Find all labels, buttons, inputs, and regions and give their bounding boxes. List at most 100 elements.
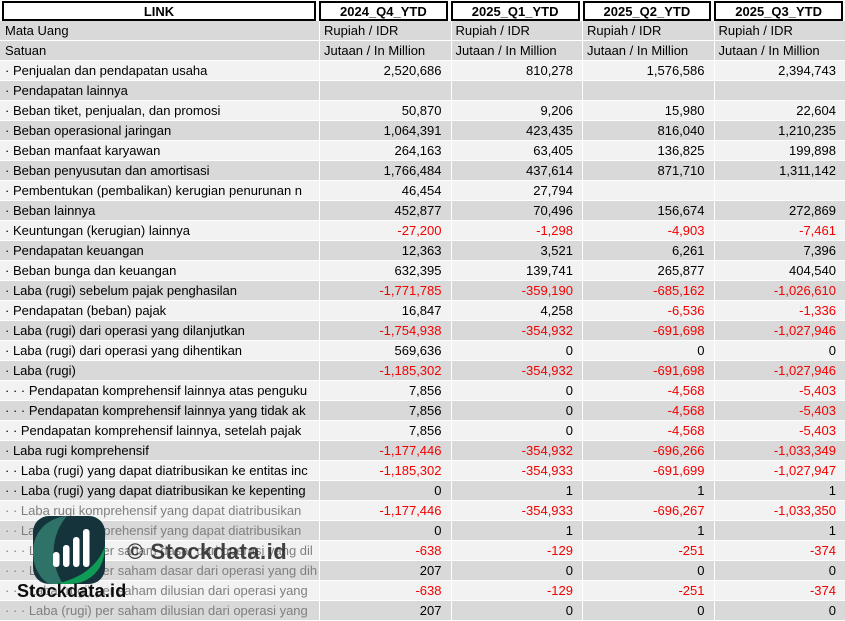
- header-col-2025_q1_ytd[interactable]: 2025_Q1_YTD: [450, 1, 580, 21]
- row-label: · Laba rugi komprehensif: [0, 441, 320, 460]
- header-col-2025_q2_ytd[interactable]: 2025_Q2_YTD: [582, 1, 712, 21]
- cell-value: Jutaan / In Million: [583, 41, 715, 60]
- table-row: · · · Laba (rugi) per saham dilusian dar…: [0, 601, 845, 621]
- cell-value: 27,794: [452, 181, 583, 200]
- table-body: Mata Uang Rupiah / IDR Rupiah / IDR Rupiah …: [0, 21, 845, 621]
- table-row: · Beban operasional jaringan 1,064,391 423…: [0, 121, 845, 141]
- cell-value: 452,877: [320, 201, 452, 220]
- cell-value: 404,540: [789, 263, 836, 278]
- cell-value: 2,520,686: [320, 61, 452, 80]
- table-row: · Pembentukan (pembalikan) kerugian penu…: [0, 181, 845, 201]
- cell-value: 46,454: [320, 181, 452, 200]
- cell-value: -1,185,302: [320, 361, 452, 380]
- cell-value: 2,394,743: [778, 63, 836, 78]
- cell-value: 0: [320, 481, 452, 500]
- row-label: · Laba (rugi): [0, 361, 320, 380]
- row-label: · Pendapatan lainnya: [0, 81, 320, 100]
- cell-value: 0: [452, 561, 583, 580]
- row-label: · Laba (rugi) dari operasi yang dilanjut…: [0, 321, 320, 340]
- table-row: · Pendapatan keuangan 12,363 3,521 6,261 7,3…: [0, 241, 845, 261]
- cell-value: -1,033,350: [773, 503, 836, 518]
- table-row: · Keuntungan (kerugian) lainnya -27,200 -1…: [0, 221, 845, 241]
- cell-value: 0: [452, 421, 583, 440]
- cell-value: 1: [452, 521, 583, 540]
- cell-value: -359,190: [452, 281, 583, 300]
- cell-value: 7,396: [803, 243, 836, 258]
- header-col-2024_q4_ytd[interactable]: 2024_Q4_YTD: [319, 1, 448, 21]
- cell-value: -638: [320, 581, 452, 600]
- cell-value: Jutaan / In Million: [320, 41, 452, 60]
- cell-value: 1,766,484: [320, 161, 452, 180]
- cell-value: -354,933: [452, 501, 583, 520]
- row-label: · Beban penyusutan dan amortisasi: [0, 161, 320, 180]
- cell-value: 50,870: [320, 101, 452, 120]
- row-label: · Beban operasional jaringan: [0, 121, 320, 140]
- cell-value: 0: [828, 563, 836, 578]
- row-label: · Beban manfaat karyawan: [0, 141, 320, 160]
- cell-value: -1,177,446: [320, 441, 452, 460]
- cell-value: -1,185,302: [320, 461, 452, 480]
- cell-value: -1,336: [799, 303, 836, 318]
- cell-value: -4,568: [583, 421, 715, 440]
- cell-value: -354,932: [452, 321, 583, 340]
- cell-value: 423,435: [452, 121, 583, 140]
- cell-value: -1,026,610: [773, 283, 836, 298]
- row-label: · Beban tiket, penjualan, dan promosi: [0, 101, 320, 120]
- cell-value: 207: [320, 601, 452, 620]
- cell-value: [715, 181, 845, 200]
- cell-value: -129: [452, 541, 583, 560]
- cell-value: 156,674: [583, 201, 715, 220]
- cell-value: 0: [583, 341, 715, 360]
- cell-value: 199,898: [789, 143, 836, 158]
- row-label: · Laba (rugi) sebelum pajak penghasilan: [0, 281, 320, 300]
- table-row: · · · Pendapatan komprehensif lainnya ya…: [0, 401, 845, 421]
- row-label: · · · Pendapatan komprehensif lainnya at…: [0, 381, 320, 400]
- cell-value: 7,856: [320, 401, 452, 420]
- cell-value: 1: [583, 481, 715, 500]
- row-label: · · · Laba (rugi) per saham dasar dari o…: [0, 561, 320, 580]
- cell-value: -374: [809, 543, 836, 558]
- header-link[interactable]: LINK: [2, 1, 316, 21]
- cell-value: 15,980: [583, 101, 715, 120]
- cell-value: Rupiah / IDR: [320, 21, 452, 40]
- table-row: · Beban lainnya 452,877 70,496 156,674 272,8…: [0, 201, 845, 221]
- cell-value: 265,877: [583, 261, 715, 280]
- table-row: · Laba (rugi) dari operasi yang dihentik…: [0, 341, 845, 361]
- cell-value: 3,521: [452, 241, 583, 260]
- row-label: · · · Laba (rugi) per saham dilusian dar…: [0, 581, 320, 600]
- row-label: · Beban lainnya: [0, 201, 320, 220]
- cell-value: 16,847: [320, 301, 452, 320]
- cell-value: 1: [828, 483, 836, 498]
- cell-value: 6,261: [583, 241, 715, 260]
- row-label: · · · Pendapatan komprehensif lainnya ya…: [0, 401, 320, 420]
- header-col-2025_q3_ytd[interactable]: 2025_Q3_YTD: [714, 1, 843, 21]
- table-row: · Beban manfaat karyawan 264,163 63,405 136…: [0, 141, 845, 161]
- cell-value: -4,568: [583, 401, 715, 420]
- cell-value: -696,266: [583, 441, 715, 460]
- cell-value: -354,932: [452, 441, 583, 460]
- cell-value: 632,395: [320, 261, 452, 280]
- cell-value: 0: [452, 401, 583, 420]
- cell-value: 4,258: [452, 301, 583, 320]
- cell-value: -1,033,349: [773, 443, 836, 458]
- cell-value: 569,636: [320, 341, 452, 360]
- cell-value: -1,771,785: [320, 281, 452, 300]
- table-row: · · · Laba (rugi) per saham dasar dari o…: [0, 541, 845, 561]
- cell-value: -7,461: [799, 223, 836, 238]
- cell-value: -1,177,446: [320, 501, 452, 520]
- row-label: Satuan: [0, 41, 320, 60]
- cell-value: 70,496: [452, 201, 583, 220]
- cell-value: -691,699: [583, 461, 715, 480]
- cell-value: 264,163: [320, 141, 452, 160]
- cell-value: -4,903: [583, 221, 715, 240]
- row-label: · · Laba rugi komprehensif yang dapat di…: [0, 501, 320, 520]
- cell-value: 1,210,235: [778, 123, 836, 138]
- cell-value: [583, 81, 715, 100]
- table-row: Satuan Jutaan / In Million Jutaan / In Mil…: [0, 41, 845, 61]
- row-label: · · Laba (rugi) yang dapat diatribusikan…: [0, 481, 320, 500]
- cell-value: 1,064,391: [320, 121, 452, 140]
- table-row: · Beban bunga dan keuangan 632,395 139,741…: [0, 261, 845, 281]
- cell-value: Rupiah / IDR: [452, 21, 583, 40]
- cell-value: 22,604: [796, 103, 836, 118]
- row-label: · Pembentukan (pembalikan) kerugian penu…: [0, 181, 320, 200]
